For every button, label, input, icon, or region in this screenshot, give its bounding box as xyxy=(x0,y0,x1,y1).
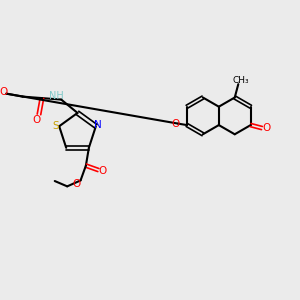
Text: O: O xyxy=(32,115,41,125)
Text: O: O xyxy=(0,87,8,97)
Text: NH: NH xyxy=(49,91,63,101)
Text: O: O xyxy=(73,179,81,189)
Text: S: S xyxy=(52,121,59,131)
Text: O: O xyxy=(98,166,106,176)
Text: CH₃: CH₃ xyxy=(233,76,250,85)
Text: N: N xyxy=(94,120,102,130)
Text: O: O xyxy=(262,123,271,133)
Text: O: O xyxy=(171,118,179,129)
